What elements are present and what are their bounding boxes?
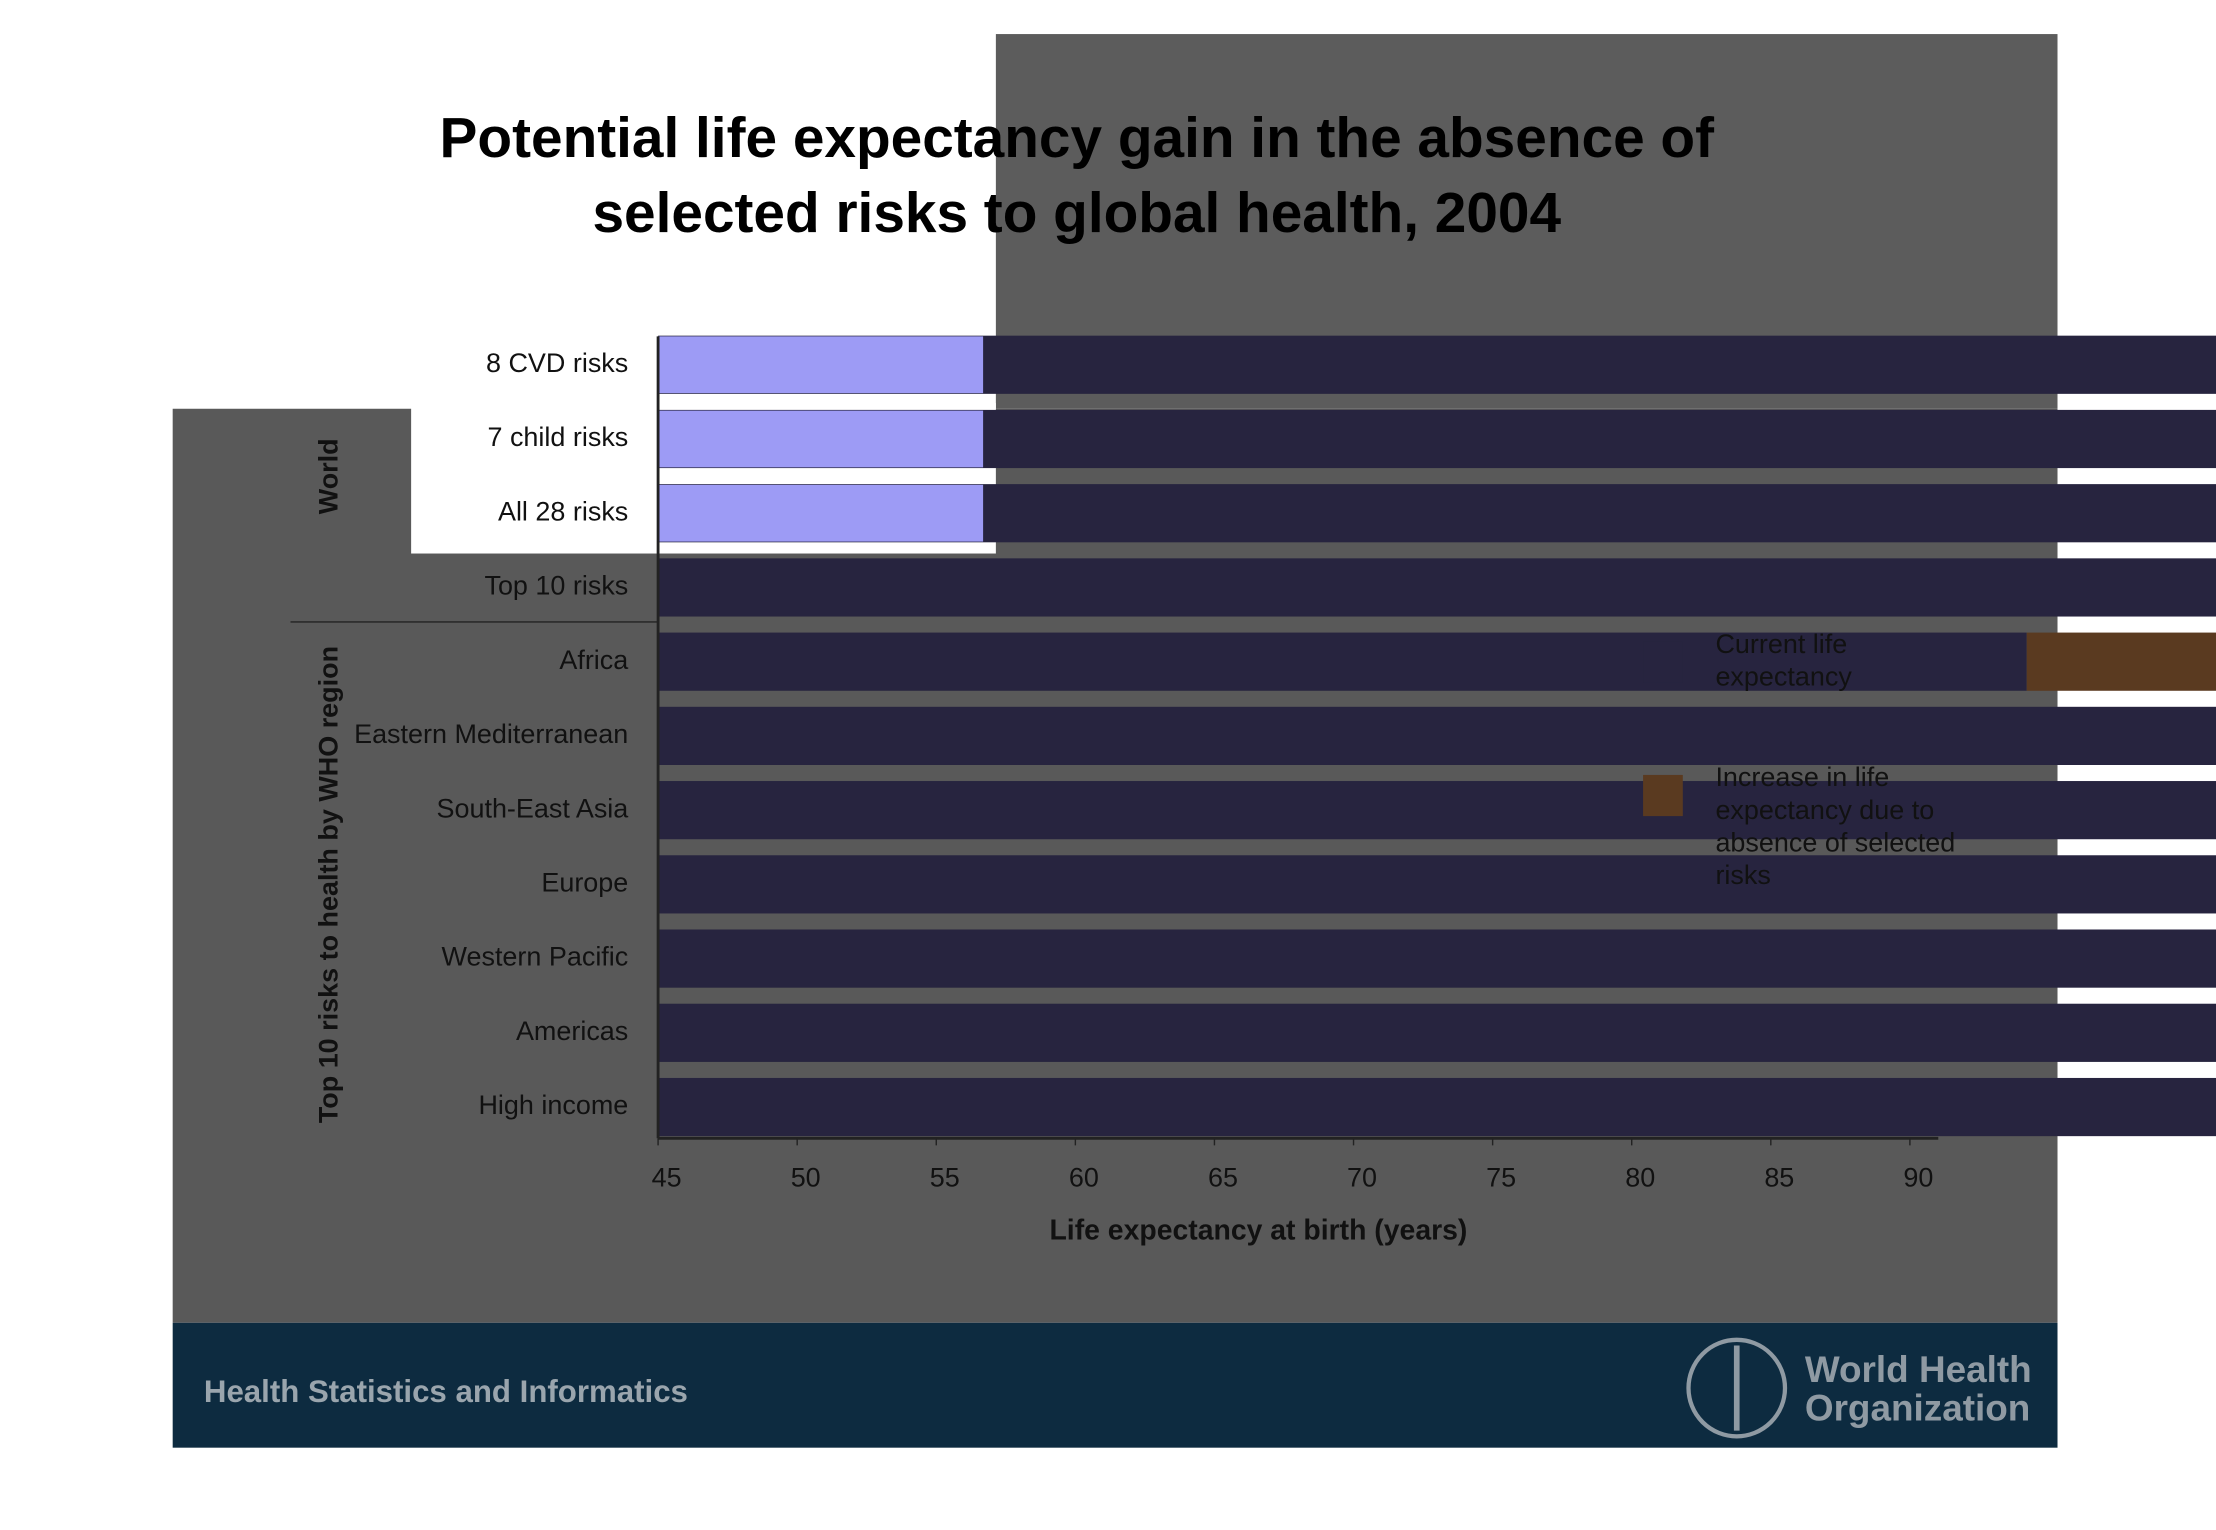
bar-segment [2026, 632, 2216, 691]
x-tick-label: 50 [791, 1163, 821, 1193]
x-tick-label: 90 [1903, 1163, 1933, 1193]
bar-segment [658, 929, 2216, 988]
x-tick-label: 85 [1764, 1163, 1794, 1193]
who-logo [1686, 1337, 1788, 1439]
bar-segment [658, 1003, 2216, 1062]
legend-swatch [1643, 774, 1683, 817]
org-name: Organization [1805, 1388, 2030, 1429]
org-name: World Health [1805, 1349, 2032, 1390]
legend-label: Current life expectancy [1715, 629, 1852, 692]
x-tick-label: 55 [930, 1163, 960, 1193]
y-tick-label: 7 child risks [487, 422, 628, 452]
footer-text: Health Statistics and Informatics [204, 1374, 688, 1409]
chart-title: Potential life expectancy gain in the ab… [440, 107, 1716, 245]
x-axis-label: Life expectancy at birth (years) [1049, 1214, 1467, 1246]
bar-segment [658, 855, 2216, 914]
overlay-highlight [658, 484, 984, 542]
overlay-highlight [658, 410, 984, 468]
y-tick-label: South-East Asia [436, 793, 628, 823]
y-tick-label: Americas [516, 1016, 628, 1046]
y-tick-label: Europe [541, 867, 628, 897]
footer-bar [172, 1322, 2058, 1448]
y-tick-label: All 28 risks [498, 496, 628, 526]
overlay-highlight [658, 336, 984, 394]
chart: Potential life expectancy gain in the ab… [290, 107, 2216, 1246]
bar-segment [658, 632, 2027, 691]
y-tick-label: 8 CVD risks [486, 348, 628, 378]
y-tick-label: Top 10 risks [484, 571, 628, 601]
x-tick-label: 60 [1069, 1163, 1099, 1193]
group-label: World [313, 438, 343, 514]
y-tick-label: Eastern Mediterranean [354, 719, 628, 749]
x-tick-label: 75 [1486, 1163, 1516, 1193]
bar-segment [658, 706, 2216, 765]
x-tick-label: 45 [652, 1163, 682, 1193]
x-tick-label: 65 [1208, 1163, 1238, 1193]
y-tick-label: Western Pacific [442, 942, 629, 972]
x-tick-label: 80 [1625, 1163, 1655, 1193]
bar-segment [658, 1077, 2216, 1137]
legend-label: Increase in life expectancy due to absence… [1715, 762, 1955, 890]
bar-segment [658, 781, 2216, 840]
legend-swatch [1643, 641, 1683, 683]
group-label: Top 10 risks to health by WHO region [313, 646, 343, 1123]
y-tick-label: Africa [559, 645, 628, 675]
x-tick-label: 70 [1347, 1163, 1377, 1193]
y-tick-label: High income [478, 1090, 628, 1120]
bar-segment [658, 558, 2216, 617]
